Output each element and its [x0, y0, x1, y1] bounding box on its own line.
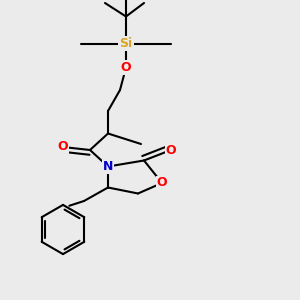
- Text: O: O: [166, 143, 176, 157]
- Text: O: O: [121, 61, 131, 74]
- Text: O: O: [157, 176, 167, 190]
- Text: N: N: [103, 160, 113, 173]
- Text: O: O: [58, 140, 68, 154]
- Text: Si: Si: [119, 37, 133, 50]
